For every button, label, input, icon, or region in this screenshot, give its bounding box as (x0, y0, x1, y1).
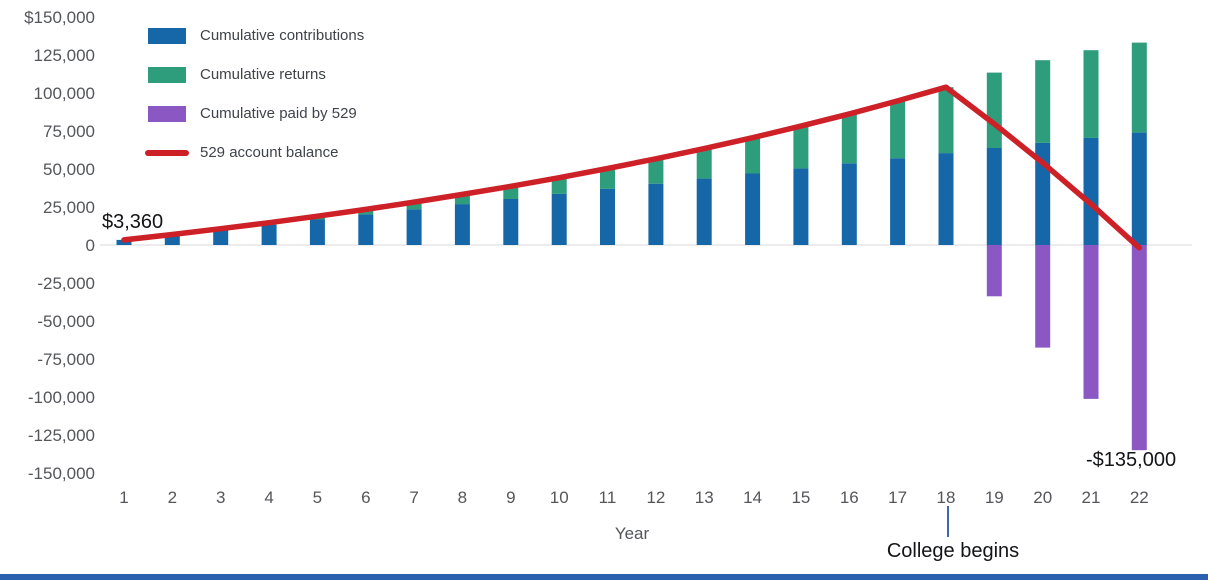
x-tick-label: 10 (550, 488, 569, 507)
returns-bar (1035, 60, 1051, 143)
contributions-bar (745, 173, 761, 245)
paid-by-529-bar (986, 245, 1002, 297)
x-tick-label: 21 (1082, 488, 1101, 507)
y-tick-label: 25,000 (43, 198, 95, 217)
footer-accent-bar (0, 574, 1208, 580)
returns-bar (986, 72, 1002, 148)
x-tick-label: 8 (458, 488, 467, 507)
legend-item: Cumulative paid by 529 (148, 94, 364, 133)
x-tick-label: 9 (506, 488, 515, 507)
contributions-bar (164, 234, 180, 245)
x-tick-label: 11 (599, 488, 617, 507)
x-tick-label: 22 (1130, 488, 1149, 507)
x-tick-label: 2 (168, 488, 177, 507)
returns-bar (793, 126, 809, 169)
x-tick-label: 4 (264, 488, 273, 507)
paid-by-529-bar (1131, 245, 1147, 451)
x-tick-label: 6 (361, 488, 370, 507)
returns-bar (938, 87, 954, 154)
total-paid-annotation: -$135,000 (1086, 449, 1177, 471)
returns-bar (841, 113, 857, 164)
legend-label: 529 account balance (200, 144, 339, 161)
contributions-bar (261, 224, 277, 245)
returns-bar (648, 158, 664, 184)
legend-color-swatch (148, 105, 186, 122)
contributions-bar (454, 204, 470, 245)
returns-bar (745, 137, 761, 174)
contributions-bar (406, 209, 422, 245)
y-tick-label: -100,000 (28, 388, 95, 407)
legend-label: Cumulative paid by 529 (200, 105, 357, 122)
x-tick-label: 3 (216, 488, 225, 507)
y-tick-label: -150,000 (28, 464, 95, 483)
x-tick-label: 7 (409, 488, 418, 507)
x-tick-label: 18 (937, 488, 956, 507)
y-tick-label: 75,000 (43, 122, 95, 141)
y-tick-label: 50,000 (43, 160, 95, 179)
y-tick-label: -125,000 (28, 426, 95, 445)
returns-bar (600, 168, 615, 189)
x-tick-label: 12 (646, 488, 665, 507)
contributions-bar (503, 199, 519, 245)
contributions-bar (600, 188, 615, 245)
legend-label: Cumulative contributions (200, 27, 365, 44)
y-tick-label: -25,000 (37, 274, 95, 293)
paid-by-529-bar (1035, 245, 1051, 348)
x-tick-label: 13 (695, 488, 714, 507)
chart-legend: Cumulative contributions Cumulative retur… (145, 16, 364, 172)
contributions-bar (890, 158, 906, 245)
contributions-bar (986, 148, 1002, 245)
contributions-bar (358, 214, 374, 245)
x-tick-label: 1 (119, 488, 128, 507)
x-axis-title: Year (614, 524, 650, 543)
y-tick-label: $150,000 (24, 8, 95, 27)
y-tick-label: -50,000 (37, 312, 95, 331)
returns-bar (890, 100, 906, 159)
legend-line-swatch (145, 149, 189, 156)
legend-color-swatch (148, 66, 186, 83)
start-balance-annotation: $3,360 (102, 211, 164, 233)
contributions-bar (1131, 132, 1147, 245)
x-tick-label: 20 (1033, 488, 1052, 507)
returns-bar (454, 194, 470, 205)
y-tick-label: 125,000 (34, 46, 95, 65)
y-tick-label: -75,000 (37, 350, 95, 369)
x-tick-label: 16 (840, 488, 859, 507)
contributions-bar (696, 178, 712, 245)
x-tick-label: 17 (888, 488, 907, 507)
contributions-bar (1083, 137, 1099, 245)
returns-bar (1131, 42, 1147, 133)
x-tick-label: 14 (743, 488, 762, 507)
contributions-bar (841, 163, 857, 245)
legend-color-swatch (148, 27, 186, 44)
returns-bar (406, 202, 422, 210)
contributions-bar (648, 183, 664, 245)
x-tick-label: 19 (985, 488, 1004, 507)
returns-bar (551, 177, 567, 194)
contributions-bar (309, 219, 325, 245)
legend-item: Cumulative returns (148, 55, 364, 94)
contributions-bar (938, 153, 954, 245)
returns-bar (696, 148, 712, 179)
returns-bar (1083, 50, 1099, 138)
contributions-bar (793, 168, 809, 245)
balance-line (121, 84, 1143, 251)
contributions-bar (551, 193, 567, 245)
college-begins-annotation: College begins (886, 540, 1020, 562)
college-begins-callout-line (947, 506, 949, 537)
x-tick-label: 5 (313, 488, 322, 507)
legend-item: Cumulative contributions (148, 16, 364, 55)
y-tick-label: 100,000 (34, 84, 95, 103)
y-tick-label: 0 (86, 236, 95, 255)
paid-by-529-bar (1083, 245, 1099, 399)
contributions-bar (213, 229, 229, 245)
x-tick-label: 15 (791, 488, 810, 507)
legend-label: Cumulative returns (200, 66, 326, 83)
legend-item: 529 account balance (145, 133, 364, 172)
